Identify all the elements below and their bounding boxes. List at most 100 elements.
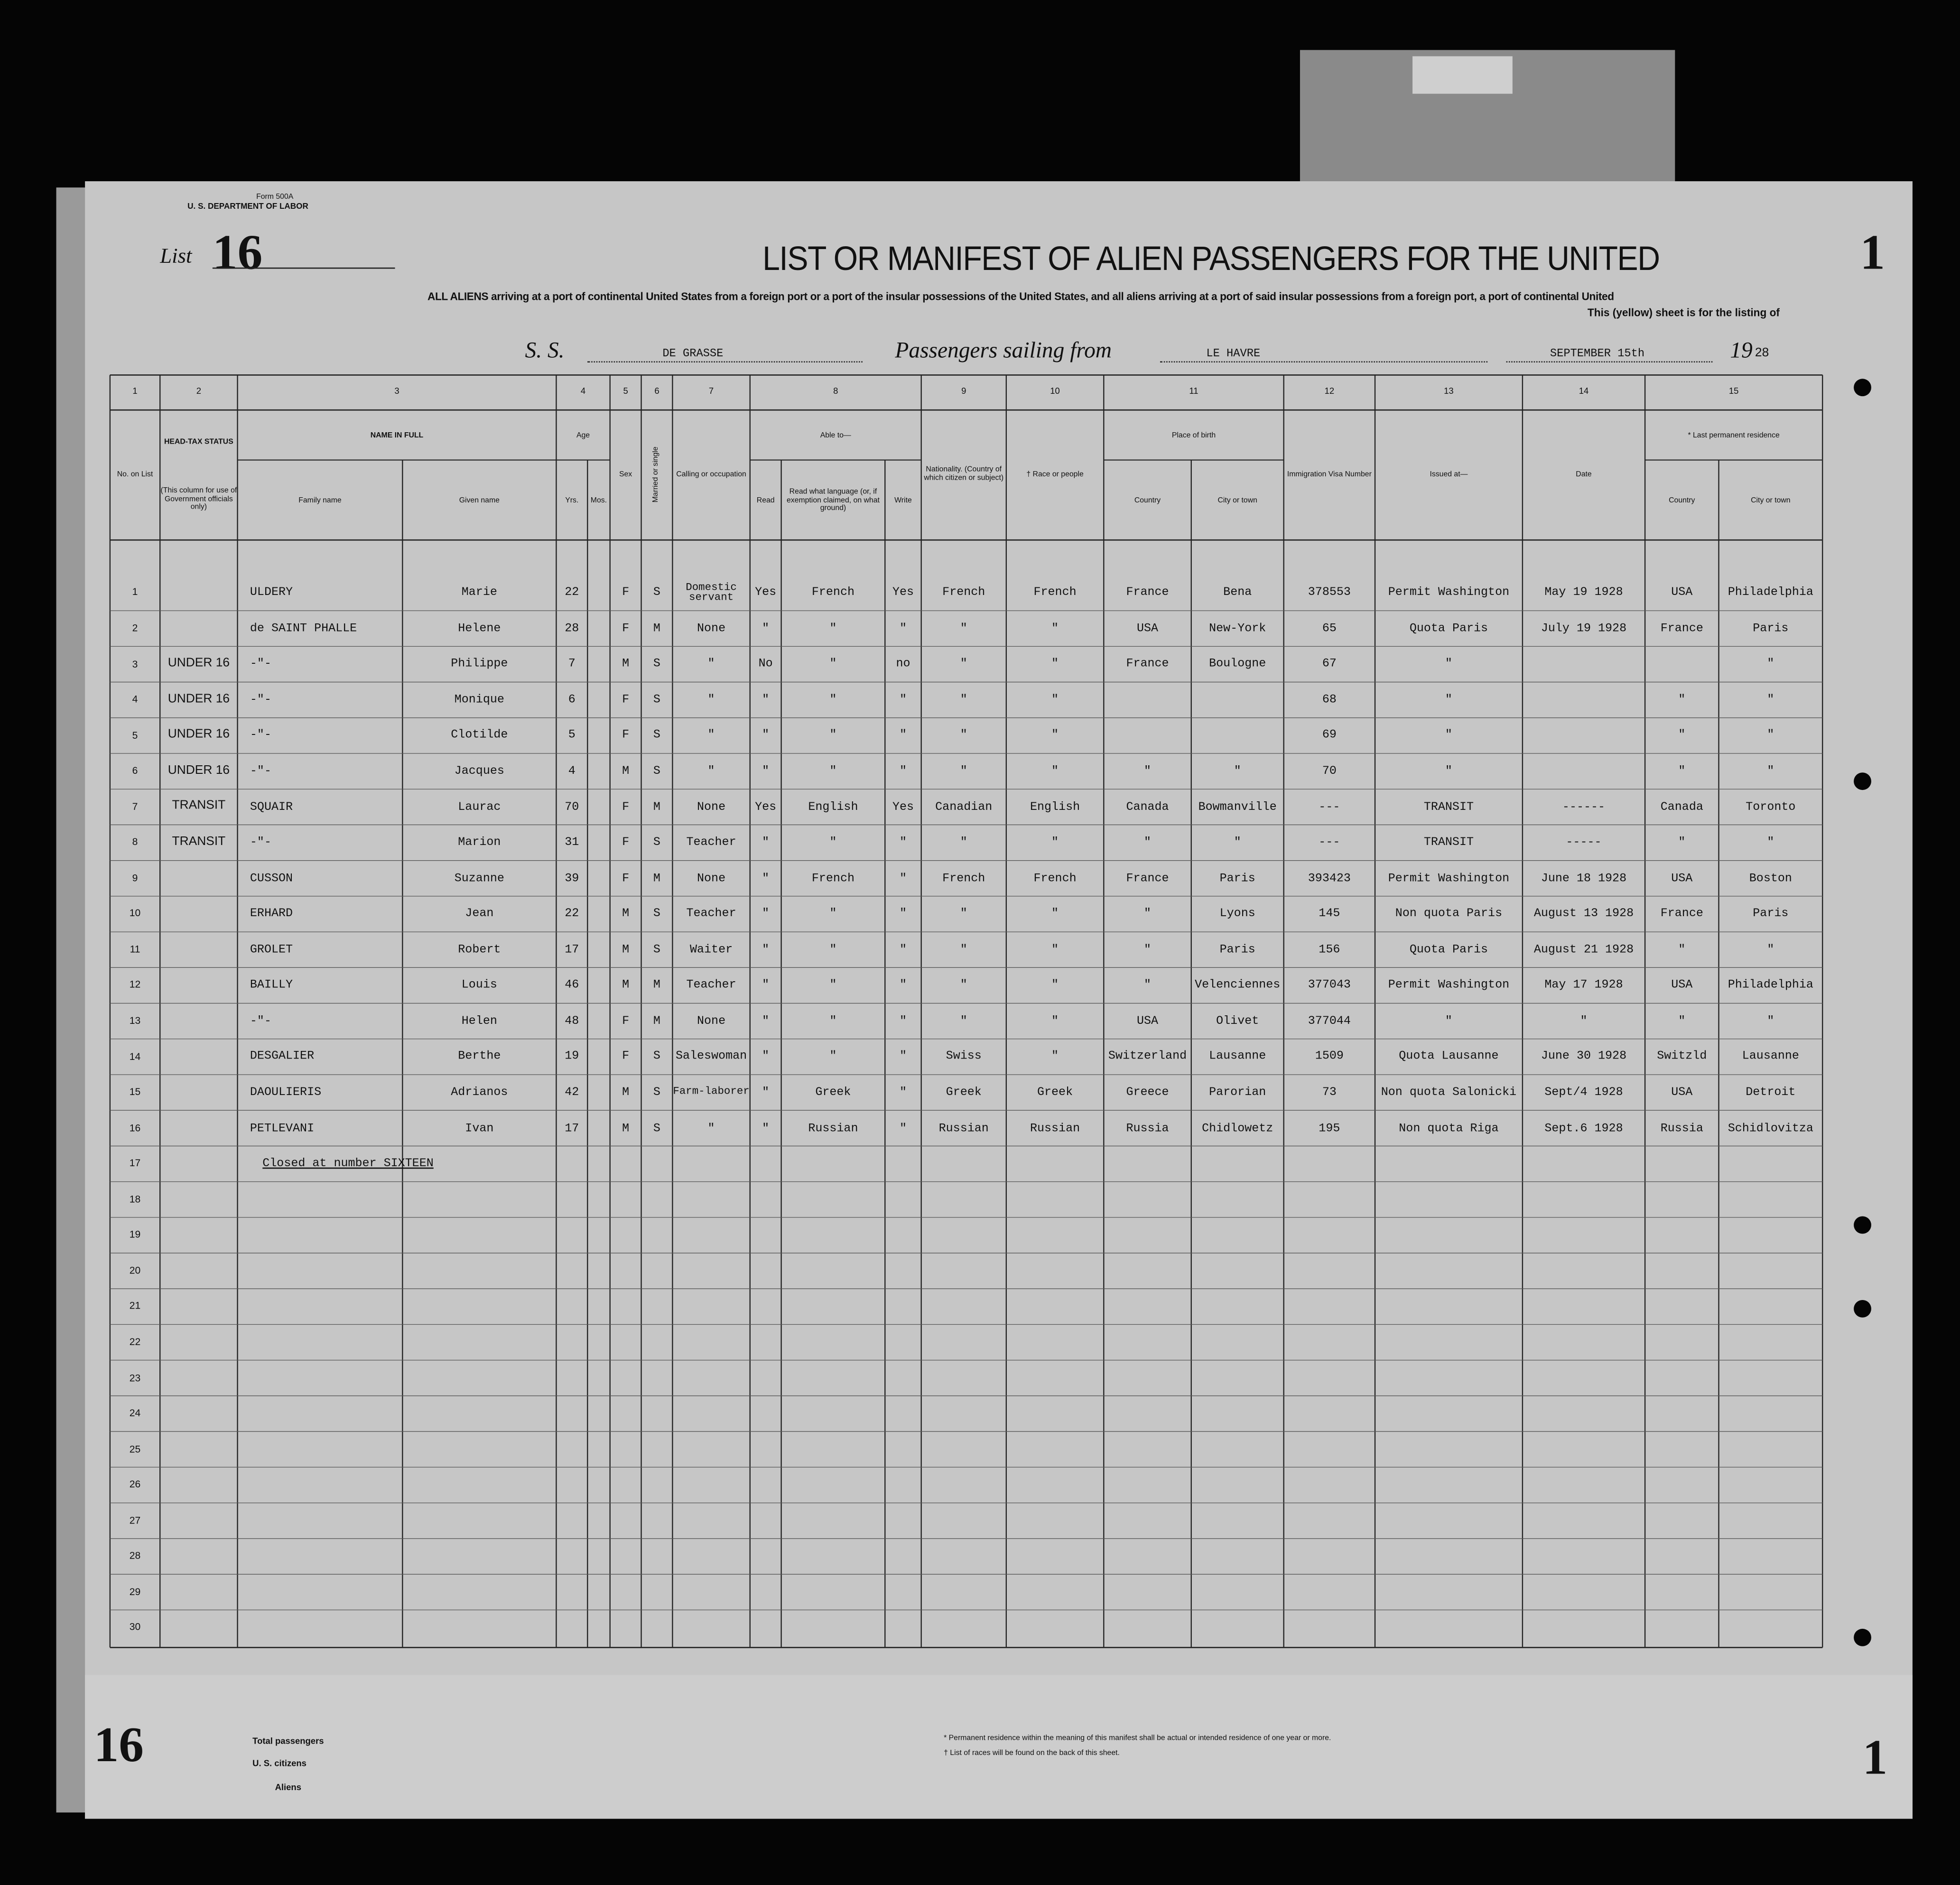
cell: 68	[1322, 692, 1337, 706]
cell: France	[1126, 585, 1169, 599]
cell: Permit Washington	[1388, 871, 1510, 885]
cell: Lausanne	[1209, 1049, 1266, 1063]
cell: "	[1678, 728, 1686, 742]
cell: "	[960, 728, 967, 742]
cell: "	[1678, 835, 1686, 849]
cell: USA	[1671, 978, 1693, 992]
cell: Bena	[1223, 585, 1252, 599]
cell: UNDER 16	[167, 656, 230, 670]
cell: Philippe	[451, 657, 508, 671]
cell: "	[1767, 835, 1774, 849]
row-number: 4	[132, 694, 138, 706]
row-number: 29	[129, 1586, 141, 1597]
cell: 42	[565, 1085, 579, 1099]
cell: -"-	[250, 657, 271, 671]
cell: Parorian	[1209, 1085, 1266, 1099]
row-number: 9	[132, 872, 138, 884]
cell: "	[960, 763, 967, 778]
cell: F	[622, 585, 630, 599]
cell: "	[829, 1013, 837, 1028]
cell: 393423	[1308, 871, 1351, 885]
row-number: 30	[129, 1622, 141, 1633]
cell: "	[899, 621, 907, 635]
cell: Domestic servant	[686, 580, 737, 604]
cell: S	[653, 692, 660, 706]
cell: French	[942, 871, 985, 885]
column-header: Yrs.	[565, 497, 579, 505]
cell: CUSSON	[250, 871, 293, 885]
cell: Farm-laborer	[673, 1086, 750, 1098]
cell: "	[1767, 692, 1774, 706]
cell: Yes	[892, 799, 914, 813]
cell: Yes	[892, 585, 914, 599]
cell: S	[653, 763, 660, 778]
cell: "	[899, 728, 907, 742]
cell: Philadelphia	[1728, 978, 1813, 992]
cell: Olivet	[1216, 1013, 1259, 1028]
cell: S	[653, 657, 660, 671]
cell: "	[762, 763, 770, 778]
page-number: 1	[1860, 223, 1885, 280]
cell: France	[1660, 906, 1703, 920]
cell: "	[1051, 942, 1059, 956]
cell: Non quota Riga	[1399, 1120, 1499, 1134]
cell: Schidlovitza	[1728, 1120, 1813, 1134]
column-number: 13	[1444, 387, 1454, 397]
cell: "	[762, 942, 770, 956]
cell: Clotilde	[451, 728, 508, 742]
cell: "	[1144, 906, 1152, 920]
column-header: Read what language (or, if exemption cla…	[786, 488, 880, 513]
cell: Greek	[946, 1085, 982, 1099]
cell: M	[653, 1013, 660, 1028]
ss-label: S. S.	[525, 337, 565, 363]
cell: Laurac	[458, 799, 501, 813]
cell: Quota Lausanne	[1399, 1049, 1499, 1063]
cell: S	[653, 1049, 660, 1063]
cell: "	[1767, 728, 1774, 742]
column-number: 14	[1579, 387, 1589, 397]
cell: Russian	[1030, 1120, 1080, 1134]
cell: BAILLY	[250, 978, 293, 992]
cell: Teacher	[686, 906, 736, 920]
cell: "	[762, 835, 770, 849]
column-number: 15	[1728, 387, 1739, 397]
underline	[1160, 361, 1488, 363]
subtitle: This (yellow) sheet is for the listing o…	[1587, 306, 1780, 319]
cell: "	[1144, 978, 1152, 992]
cell: "	[960, 978, 967, 992]
cell: Russia	[1660, 1120, 1703, 1134]
column-header: * Last permanent residence	[1688, 432, 1780, 440]
cell: M	[653, 621, 660, 635]
column-header: Date	[1576, 471, 1592, 478]
row-number: 23	[129, 1372, 141, 1384]
cell: UNDER 16	[167, 763, 230, 778]
cell: "	[1445, 728, 1452, 742]
cell: DAOULIERIS	[250, 1085, 322, 1099]
cell: "	[1445, 692, 1452, 706]
cell: Jacques	[454, 763, 504, 778]
cell: "	[1445, 763, 1452, 778]
cell: Greek	[1037, 1085, 1073, 1099]
column-header: HEAD-TAX STATUS	[164, 438, 233, 446]
column-number: 9	[961, 387, 966, 397]
cell: F	[622, 1013, 630, 1028]
cell: "	[1767, 942, 1774, 956]
binder-hole	[1854, 1216, 1871, 1234]
cell: S	[653, 585, 660, 599]
cell: "	[1678, 1013, 1686, 1028]
cell: M	[622, 1085, 630, 1099]
cell: "	[899, 1120, 907, 1134]
cell: "	[762, 1013, 770, 1028]
column-number: 6	[654, 387, 660, 397]
cell: None	[697, 799, 726, 813]
cell: "	[829, 906, 837, 920]
row-number: 11	[130, 943, 140, 955]
cell: "	[960, 906, 967, 920]
cell: M	[622, 1120, 630, 1134]
cell: Permit Washington	[1388, 585, 1510, 599]
cell: -"-	[250, 1013, 271, 1028]
cell: Waiter	[689, 942, 733, 956]
cell: "	[762, 978, 770, 992]
column-number: 12	[1324, 387, 1335, 397]
cell: "	[829, 692, 837, 706]
